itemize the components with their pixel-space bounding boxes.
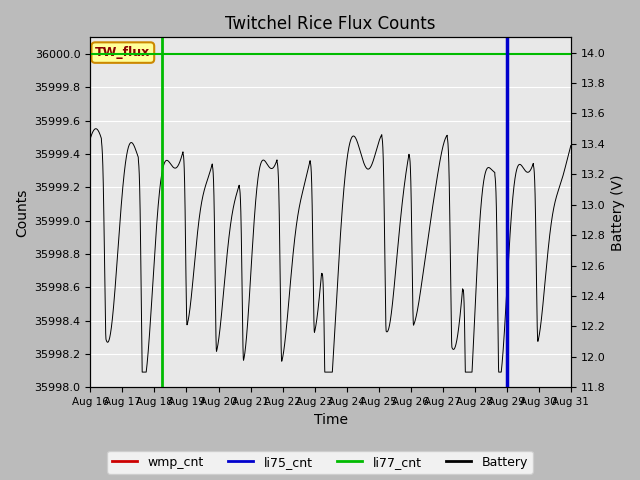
Title: Twitchel Rice Flux Counts: Twitchel Rice Flux Counts (225, 15, 436, 33)
X-axis label: Time: Time (314, 413, 348, 427)
Legend: wmp_cnt, li75_cnt, li77_cnt, Battery: wmp_cnt, li75_cnt, li77_cnt, Battery (107, 451, 533, 474)
Y-axis label: Counts: Counts (15, 188, 29, 237)
Text: TW_flux: TW_flux (95, 46, 150, 59)
Y-axis label: Battery (V): Battery (V) (611, 174, 625, 251)
